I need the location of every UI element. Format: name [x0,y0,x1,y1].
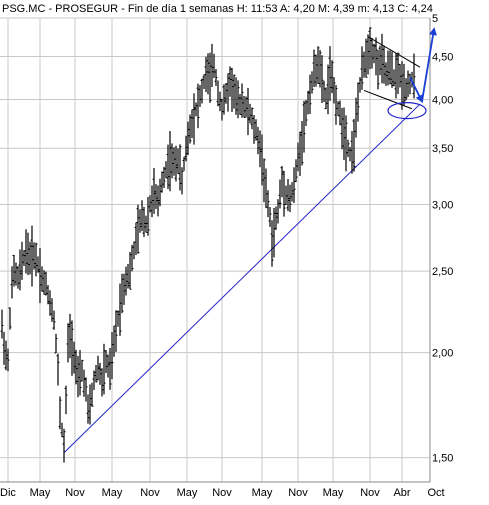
x-tick-label: Nov [288,487,308,499]
x-tick-label: May [102,487,123,499]
arrow-up [421,27,437,102]
channel-top-line [367,36,421,68]
x-tick-label: May [30,487,51,499]
x-tick-label: Oct [427,487,444,499]
x-tick-label: Nov [212,487,232,499]
arrow-down [409,76,423,104]
channel-bottom-line [363,89,413,110]
y-tick-label: 1,50 [432,453,453,465]
support-trendline [63,103,421,454]
x-tick-label: Nov [140,487,160,499]
x-tick-label: May [177,487,198,499]
x-tick-label: Nov [360,487,380,499]
y-tick-label: 2,00 [432,348,453,360]
y-tick-label: 3,00 [432,200,453,212]
x-tick-label: Dic [0,487,16,499]
y-tick-label: 3,50 [432,143,453,155]
x-tick-label: Nov [65,487,85,499]
y-tick-label: 4,50 [432,51,453,63]
x-tick-label: May [323,487,344,499]
x-tick-label: Abr [393,487,410,499]
x-tick-label: May [252,487,273,499]
target-ellipse [387,102,427,120]
y-tick-label: 4,00 [432,94,453,106]
y-tick-label: 2,50 [432,266,453,278]
y-tick-label: 5 [432,13,438,25]
chart-title: PSG.MC - PROSEGUR - Fin de día 1 semanas… [2,3,433,15]
